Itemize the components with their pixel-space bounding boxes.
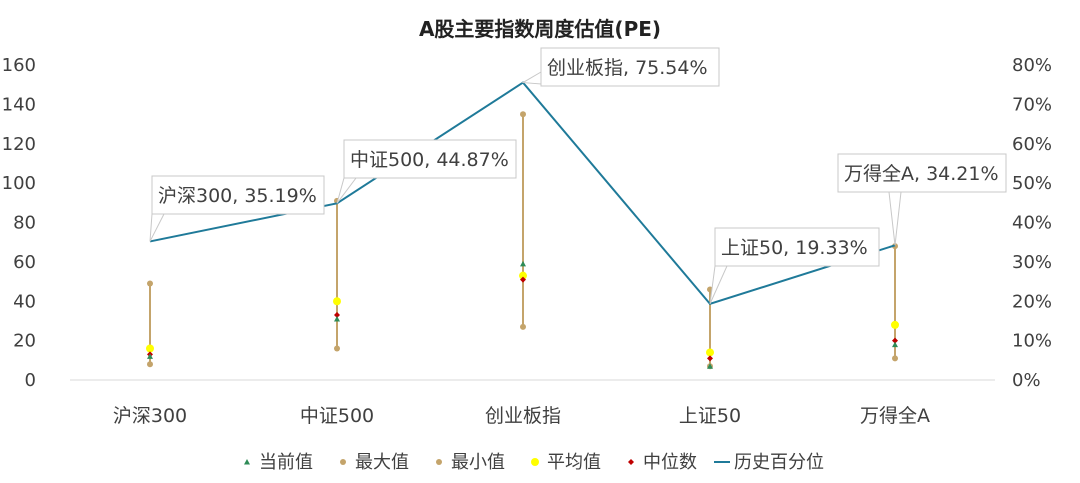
callout-text: 创业板指, 75.54% <box>547 57 708 79</box>
marker-4-4 <box>892 337 898 344</box>
marker-2-0 <box>147 361 153 368</box>
legend-swatch <box>531 458 539 466</box>
marker-1-2 <box>520 111 526 118</box>
left-tick-label: 140 <box>2 94 36 115</box>
left-tick-label: 120 <box>2 134 36 155</box>
callout-box <box>714 227 880 267</box>
callout-box <box>540 47 720 87</box>
right-tick-label: 70% <box>1012 94 1052 115</box>
legend-item: 历史百分位 <box>714 452 824 473</box>
category-label: 中证500 <box>300 405 374 427</box>
marker-1-0 <box>147 280 153 287</box>
legend-label: 最小值 <box>451 452 505 473</box>
data-label-callout: 上证50, 19.33% <box>709 227 880 305</box>
legend-label: 最大值 <box>355 452 409 473</box>
callout-box <box>151 175 325 215</box>
category-label: 创业板指 <box>485 405 561 427</box>
callout-text: 沪深300, 35.19% <box>158 185 317 207</box>
legend-item: 最大值 <box>340 452 409 473</box>
marker-0-1 <box>334 315 340 322</box>
callout-box <box>837 153 1007 193</box>
data-labels: 沪深300, 35.19% 中证500, 44.87% 创业板指, 75.54% 上证… <box>149 47 1007 305</box>
legend-swatch <box>244 459 250 465</box>
callout-text: 中证500, 44.87% <box>350 149 509 171</box>
right-tick-label: 80% <box>1012 55 1052 76</box>
marker-3-2 <box>519 271 527 280</box>
legend-swatch <box>628 459 634 465</box>
category-label: 沪深300 <box>113 405 187 427</box>
right-tick-label: 50% <box>1012 173 1052 194</box>
callout-box <box>343 139 517 179</box>
marker-3-1 <box>333 297 341 306</box>
marker-4-3 <box>707 355 713 362</box>
callout-pointer <box>888 191 902 246</box>
data-label-callout: 万得全A, 34.21% <box>837 153 1007 246</box>
legend-label: 平均值 <box>547 452 601 473</box>
left-tick-label: 40 <box>13 291 36 312</box>
marker-0-2 <box>520 260 526 267</box>
legend: 当前值 最大值 最小值 平均值 中位数 历史百分位 <box>244 452 824 473</box>
marker-4-1 <box>334 312 340 319</box>
data-label-callout: 沪深300, 35.19% <box>149 175 325 242</box>
right-tick-label: 20% <box>1012 291 1052 312</box>
category-label: 万得全A <box>860 405 930 427</box>
left-tick-label: 160 <box>2 55 36 76</box>
left-tick-label: 60 <box>13 252 36 273</box>
right-tick-label: 60% <box>1012 134 1052 155</box>
marker-0-3 <box>707 363 713 369</box>
legend-item: 最小值 <box>436 452 505 473</box>
marker-3-0 <box>146 344 154 353</box>
legend-item: 平均值 <box>531 452 601 473</box>
left-axis: 0 20 40 60 80 100 120 140 160 <box>2 55 36 391</box>
data-label-callout: 中证500, 44.87% <box>336 139 517 204</box>
marker-2-1 <box>334 345 340 352</box>
callout-pointer <box>709 265 728 305</box>
right-tick-label: 0% <box>1012 370 1041 391</box>
marker-0-0 <box>147 353 153 359</box>
right-tick-label: 40% <box>1012 213 1052 234</box>
marker-3-3 <box>706 348 714 357</box>
callout-text: 万得全A, 34.21% <box>844 163 999 185</box>
marker-4-2 <box>520 276 526 283</box>
left-tick-label: 80 <box>13 213 36 234</box>
legend-swatch <box>340 459 346 465</box>
marker-2-2 <box>520 323 526 330</box>
marker-0-4 <box>892 341 898 348</box>
right-axis: 0% 10% 20% 30% 40% 50% 60% 70% 80% <box>1012 55 1052 391</box>
callout-text: 上证50, 19.33% <box>721 237 868 259</box>
marker-3-4 <box>891 320 899 329</box>
callout-pointer <box>149 213 165 242</box>
chart-title: A股主要指数周度估值(PE) <box>419 17 661 41</box>
marker-2-4 <box>892 355 898 362</box>
callout-pointer <box>336 177 358 204</box>
category-axis: 沪深300 中证500 创业板指 上证50 万得全A <box>113 405 930 427</box>
left-tick-label: 100 <box>2 173 36 194</box>
legend-item: 中位数 <box>628 452 697 473</box>
legend-label: 中位数 <box>643 452 697 473</box>
left-tick-label: 0 <box>25 370 36 391</box>
left-tick-label: 20 <box>13 331 36 352</box>
callout-pointer <box>521 71 542 85</box>
category-label: 上证50 <box>679 405 741 427</box>
legend-label: 当前值 <box>259 452 313 473</box>
legend-item: 当前值 <box>244 452 313 473</box>
legend-label: 历史百分位 <box>734 452 824 473</box>
legend-swatch <box>436 459 442 465</box>
data-label-callout: 创业板指, 75.54% <box>521 47 720 87</box>
right-tick-label: 10% <box>1012 331 1052 352</box>
right-tick-label: 30% <box>1012 252 1052 273</box>
